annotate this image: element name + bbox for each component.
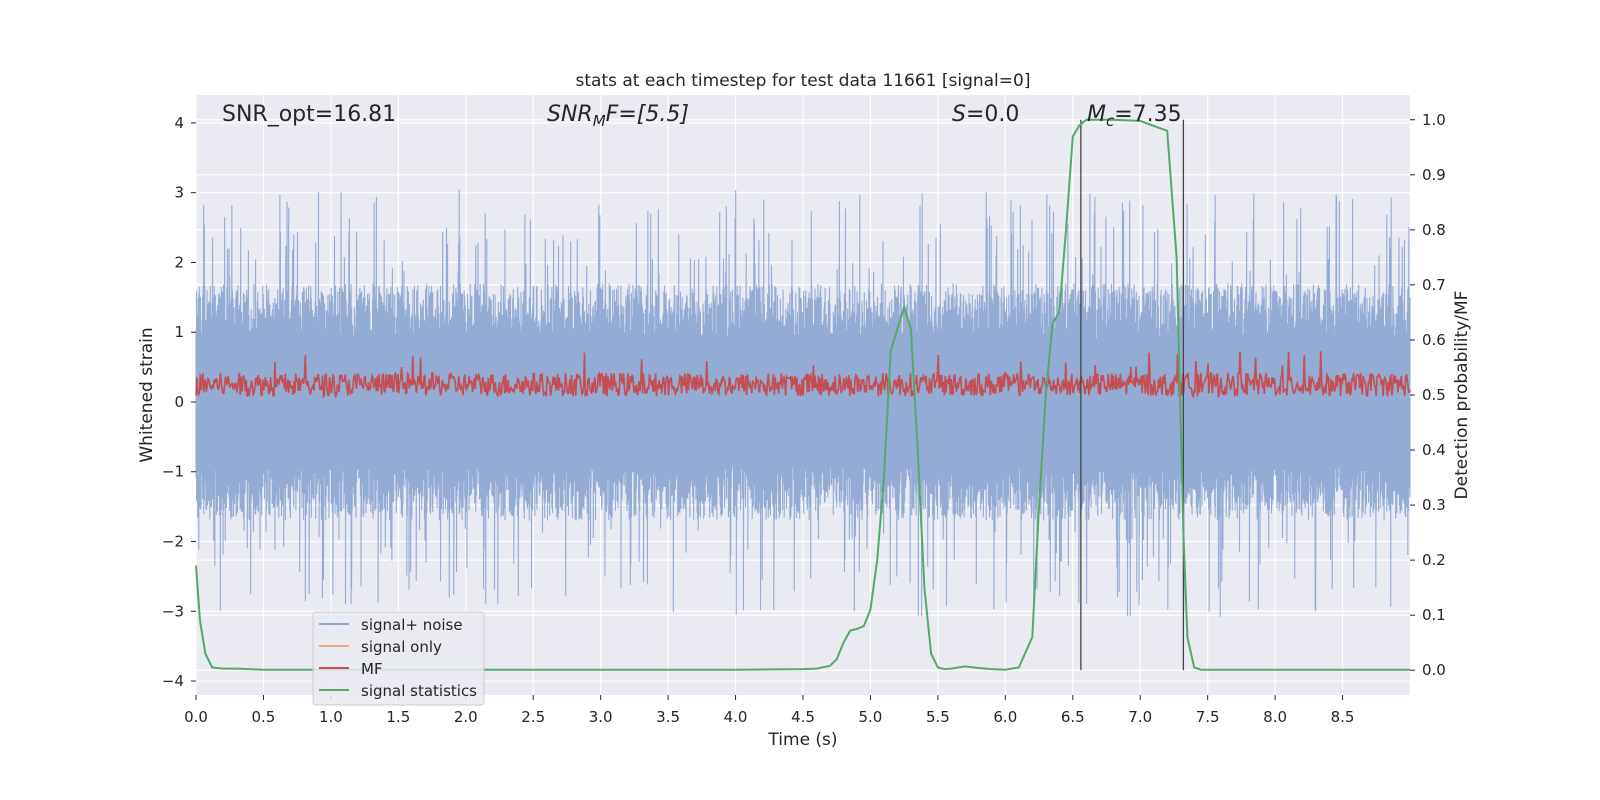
y-left-tick-label: 1 bbox=[174, 323, 184, 341]
y-left-tick-label: −4 bbox=[162, 672, 184, 690]
x-tick-label: 0.0 bbox=[184, 708, 208, 726]
chart-title: stats at each timestep for test data 116… bbox=[576, 71, 1031, 91]
legend: signal+ noise signal only MF signal stat… bbox=[312, 611, 485, 706]
legend-label-signal-plus-noise: signal+ noise bbox=[361, 616, 463, 634]
y-right-tick-label: 0.6 bbox=[1422, 331, 1446, 349]
legend-box bbox=[312, 611, 485, 706]
x-tick-label: 2.0 bbox=[454, 708, 478, 726]
x-tick-label: 4.0 bbox=[724, 708, 748, 726]
x-tick-label: 5.0 bbox=[859, 708, 883, 726]
x-tick-label: 2.5 bbox=[521, 708, 545, 726]
y-right-tick-label: 0.2 bbox=[1422, 551, 1446, 569]
x-tick-label: 1.5 bbox=[386, 708, 410, 726]
y-left-tick-label: −2 bbox=[162, 533, 184, 551]
x-tick-label: 4.5 bbox=[791, 708, 815, 726]
x-tick-label: 6.5 bbox=[1061, 708, 1085, 726]
y-right-tick-label: 0.7 bbox=[1422, 276, 1446, 294]
x-tick-label: 3.5 bbox=[656, 708, 680, 726]
y-left-tick-label: 3 bbox=[174, 184, 184, 202]
y-right-tick-label: 0.0 bbox=[1422, 661, 1446, 679]
x-tick-label: 1.0 bbox=[319, 708, 343, 726]
annotation-mc-italic: M bbox=[1087, 102, 1106, 127]
vertical-markers bbox=[1080, 119, 1185, 671]
legend-label-signal-statistics: signal statistics bbox=[361, 682, 477, 700]
annotation-s-italic: S bbox=[952, 102, 966, 127]
annotation-s: S=0.0 bbox=[952, 102, 1019, 127]
x-tick-label: 8.5 bbox=[1331, 708, 1355, 726]
y-right-tick-label: 0.1 bbox=[1422, 606, 1446, 624]
annotation-mc-sub: c bbox=[1106, 112, 1115, 130]
x-tick-label: 7.0 bbox=[1128, 708, 1152, 726]
y-axis-left-ticks: −4 −3 −2 −1 0 1 2 3 4 bbox=[162, 114, 196, 690]
annotation-snr-mf-sub: M bbox=[593, 112, 606, 130]
legend-label-signal-only: signal only bbox=[361, 638, 442, 656]
annotation-mc: Mc=7.35 bbox=[1087, 102, 1182, 130]
legend-label-mf: MF bbox=[361, 660, 383, 678]
annotation-snr-mf-tail: F=[5.5] bbox=[606, 102, 689, 127]
annotation-snr-mf: SNRMF=[5.5] bbox=[547, 102, 689, 130]
y-right-tick-label: 1.0 bbox=[1422, 111, 1446, 129]
y-left-tick-label: −1 bbox=[162, 463, 184, 481]
x-tick-label: 3.0 bbox=[589, 708, 613, 726]
y-left-tick-label: −3 bbox=[162, 602, 184, 620]
mf-trace bbox=[195, 351, 1411, 399]
x-axis-label: Time (s) bbox=[767, 730, 837, 750]
annotation-mc-value: =7.35 bbox=[1114, 102, 1181, 127]
y-axis-right-label: Detection probability/MF bbox=[1452, 291, 1472, 500]
signal-statistics-line bbox=[195, 118, 1410, 671]
y-left-tick-label: 2 bbox=[174, 253, 184, 271]
y-right-tick-label: 0.9 bbox=[1422, 166, 1446, 184]
y-axis-left-label: Whitened strain bbox=[137, 327, 157, 462]
y-right-tick-label: 0.3 bbox=[1422, 496, 1446, 514]
y-axis-right-ticks: 0.0 0.1 0.2 0.3 0.4 0.5 0.6 0.7 0.8 0.9 1.0 bbox=[1410, 111, 1446, 679]
x-tick-label: 8.0 bbox=[1263, 708, 1287, 726]
y-right-tick-label: 0.8 bbox=[1422, 221, 1446, 239]
x-tick-label: 7.5 bbox=[1196, 708, 1220, 726]
annotation-snr-opt: SNR_opt=16.81 bbox=[222, 102, 396, 127]
x-tick-label: 5.5 bbox=[926, 708, 950, 726]
x-tick-label: 0.5 bbox=[252, 708, 276, 726]
x-tick-label: 6.0 bbox=[993, 708, 1017, 726]
y-left-tick-label: 0 bbox=[174, 393, 184, 411]
y-right-tick-label: 0.4 bbox=[1422, 441, 1446, 459]
y-left-tick-label: 4 bbox=[174, 114, 184, 132]
mf-series bbox=[195, 351, 1411, 399]
annotation-snr-mf-italic: SNR bbox=[547, 102, 593, 127]
annotation-s-value: =0.0 bbox=[966, 102, 1019, 127]
x-axis-ticks: 0.0 0.5 1.0 1.5 2.0 2.5 3.0 3.5 4.0 4.5 5.0 5.5 6.0 6… bbox=[184, 695, 1354, 726]
y-right-tick-label: 0.5 bbox=[1422, 386, 1446, 404]
